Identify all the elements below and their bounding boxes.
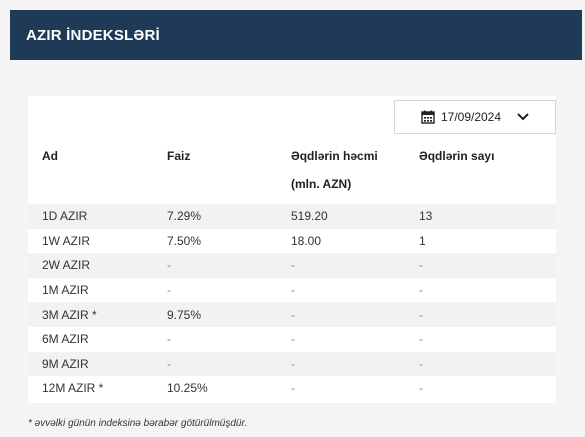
azir-table: Ad Faiz Əqdlərin həcmi (mln. AZN) Əqdlər… (28, 142, 556, 401)
date-picker[interactable]: 17/09/2024 (394, 100, 556, 134)
cell-name: 1M AZIR (28, 277, 153, 303)
cell-count: - (405, 277, 556, 303)
cell-rate: 7.29% (153, 204, 277, 229)
table-row: 3M AZIR * 9.75% - - (28, 302, 556, 327)
cell-name: 1W AZIR (28, 228, 153, 254)
table-row: 1M AZIR - - - (28, 277, 556, 303)
cell-volume: - (277, 253, 405, 278)
chevron-down-icon (517, 113, 529, 121)
column-header-name: Ad (42, 149, 58, 163)
cell-rate: 7.50% (153, 228, 277, 254)
cell-volume: 18.00 (277, 228, 405, 254)
column-header-rate: Faiz (167, 149, 191, 163)
table-row: 2W AZIR - - - (28, 253, 556, 278)
table-row: 9M AZIR - - - (28, 351, 556, 377)
table-row: 1D AZIR 7.29% 519.20 13 (28, 204, 556, 229)
cell-rate: - (153, 277, 277, 303)
cell-name: 6M AZIR (28, 326, 153, 352)
cell-rate: - (153, 326, 277, 352)
cell-count: 1 (405, 228, 556, 254)
table-row: 12M AZIR * 10.25% - - (28, 376, 556, 401)
footnote: * əvvəlki günün indeksinə bərabər götürü… (28, 418, 248, 429)
date-value: 17/09/2024 (440, 110, 502, 124)
cell-count: - (405, 351, 556, 377)
column-header-count: Əqdlərin sayı (419, 149, 495, 163)
table-header-row: Ad Faiz Əqdlərin həcmi (mln. AZN) Əqdlər… (28, 142, 556, 204)
cell-volume: 519.20 (277, 204, 405, 229)
cell-count: 13 (405, 204, 556, 229)
cell-rate: - (153, 351, 277, 377)
cell-volume: - (277, 277, 405, 303)
cell-name: 12M AZIR * (28, 376, 153, 401)
cell-name: 3M AZIR * (28, 302, 153, 327)
page-title: AZIR İNDEKSLƏRİ (26, 26, 160, 44)
cell-count: - (405, 253, 556, 278)
table-row: 1W AZIR 7.50% 18.00 1 (28, 228, 556, 254)
cell-name: 9M AZIR (28, 351, 153, 377)
page-header: AZIR İNDEKSLƏRİ (10, 10, 582, 60)
column-header-volume: Əqdlərin həcmi (mln. AZN) (291, 149, 378, 191)
cell-count: - (405, 302, 556, 327)
cell-rate: 10.25% (153, 376, 277, 401)
calendar-icon (421, 110, 435, 124)
cell-count: - (405, 376, 556, 401)
cell-rate: 9.75% (153, 302, 277, 327)
table-row: 6M AZIR - - - (28, 326, 556, 352)
cell-volume: - (277, 302, 405, 327)
cell-volume: - (277, 376, 405, 401)
cell-rate: - (153, 253, 277, 278)
cell-count: - (405, 326, 556, 352)
cell-volume: - (277, 351, 405, 377)
cell-volume: - (277, 326, 405, 352)
cell-name: 1D AZIR (28, 204, 153, 229)
cell-name: 2W AZIR (28, 253, 153, 278)
